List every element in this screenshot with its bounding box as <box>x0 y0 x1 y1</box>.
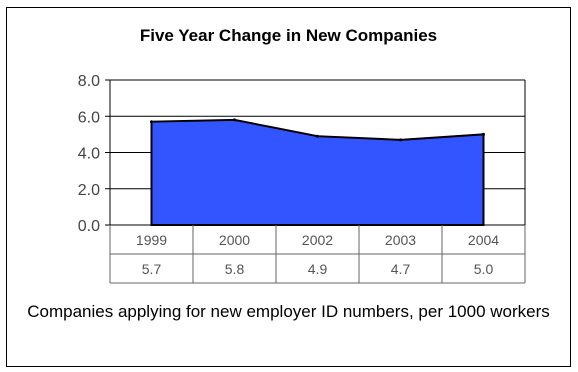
x-tick-label: 2003 <box>385 232 416 248</box>
data-label: 4.7 <box>391 261 411 277</box>
chart-caption: Companies applying for new employer ID n… <box>27 302 550 321</box>
y-tick-label: 0.0 <box>78 218 100 235</box>
area-fill <box>150 118 485 226</box>
data-point <box>316 134 319 138</box>
x-tick-label: 1999 <box>136 232 167 248</box>
x-tick-label: 2000 <box>219 232 250 248</box>
chart-title: Five Year Change in New Companies <box>139 26 438 45</box>
y-tick-label: 4.0 <box>78 146 100 163</box>
y-tick-label: 8.0 <box>78 73 100 90</box>
area-series <box>150 118 485 226</box>
y-tick-label: 2.0 <box>78 182 100 199</box>
data-point <box>150 120 153 124</box>
data-point <box>399 138 402 142</box>
data-label: 5.8 <box>225 261 245 277</box>
data-point <box>482 132 485 136</box>
x-tick-label: 2004 <box>468 232 499 248</box>
data-label: 5.7 <box>142 261 162 277</box>
y-tick-label: 6.0 <box>78 109 100 126</box>
data-label: 5.0 <box>474 261 494 277</box>
y-axis-ticks: 0.0 2.0 4.0 6.0 8.0 <box>78 73 110 235</box>
data-table: 1999 2000 2002 2003 2004 5.7 5.8 4.9 4.7 5.0 <box>109 225 526 284</box>
x-tick-label: 2002 <box>302 232 333 248</box>
data-point <box>233 118 236 122</box>
data-label: 4.9 <box>308 261 328 277</box>
